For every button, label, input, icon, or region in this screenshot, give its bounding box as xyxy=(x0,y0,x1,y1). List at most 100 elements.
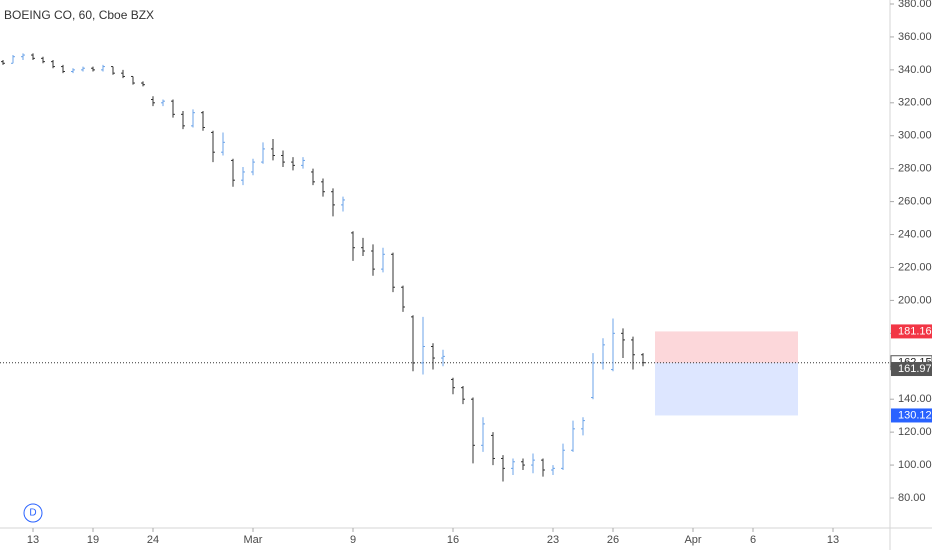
y-tick-label: 300.00 xyxy=(898,130,932,142)
ohlc-bar xyxy=(341,196,345,212)
ohlc-bar xyxy=(381,247,385,273)
ohlc-bar xyxy=(321,178,325,197)
event-marker xyxy=(23,503,43,523)
y-tick-label: 100.00 xyxy=(898,459,932,471)
x-tick-label: 6 xyxy=(750,534,756,546)
ohlc-bar xyxy=(601,338,605,370)
ohlc-bar xyxy=(421,316,425,375)
ohlc-bar xyxy=(81,66,85,72)
ohlc-bar xyxy=(291,157,295,171)
stop-label-box xyxy=(891,324,932,339)
x-tick-label: 9 xyxy=(350,534,356,546)
ohlc-bar xyxy=(171,99,175,118)
ohlc-bar xyxy=(551,465,555,475)
ohlc-bar xyxy=(221,132,225,156)
ohlc-bar xyxy=(31,53,35,60)
ohlc-bar xyxy=(161,99,165,107)
y-tick-label: 140.00 xyxy=(898,393,932,405)
ohlc-bar xyxy=(501,455,505,482)
bid-label-box xyxy=(891,362,932,377)
ohlc-bar xyxy=(71,68,75,74)
ohlc-bar xyxy=(571,420,575,452)
target-zone xyxy=(655,362,798,416)
ohlc-bar xyxy=(491,432,495,466)
y-tick-label: 360.00 xyxy=(898,31,932,43)
ohlc-bar xyxy=(631,336,635,370)
ohlc-bar xyxy=(121,69,125,79)
ohlc-bar xyxy=(391,252,395,293)
ohlc-bar xyxy=(261,142,265,164)
ohlc-bar xyxy=(581,417,585,436)
ohlc-bar xyxy=(531,453,535,474)
y-tick-label: 260.00 xyxy=(898,196,932,208)
ohlc-bar xyxy=(621,328,625,359)
target-label-box xyxy=(891,408,932,423)
event-marker-label: D xyxy=(29,508,36,519)
bid-label: 161.97 xyxy=(898,363,932,375)
target-label: 130.12 xyxy=(898,409,932,421)
chart-title: BOEING CO, 60, Cboe BZX xyxy=(4,8,154,22)
x-tick-label: 23 xyxy=(547,534,559,546)
ohlc-bar xyxy=(441,349,445,367)
x-tick-label: 13 xyxy=(27,534,39,546)
ohlc-bar xyxy=(371,244,375,276)
ohlc-bar xyxy=(151,96,155,107)
ohlc-bar xyxy=(351,231,355,261)
x-tick-label: 13 xyxy=(827,534,839,546)
ohlc-bar xyxy=(51,59,55,69)
ohlc-bar xyxy=(641,353,645,367)
ohlc-bar xyxy=(541,458,545,477)
y-tick-label: 220.00 xyxy=(898,261,932,273)
ohlc-bar xyxy=(521,458,525,471)
ohlc-bar xyxy=(301,157,305,169)
x-tick-label: Apr xyxy=(684,534,701,546)
ohlc-bar xyxy=(591,353,595,400)
ohlc-bar xyxy=(611,318,615,372)
ohlc-bar xyxy=(111,66,115,75)
ohlc-bar xyxy=(511,458,515,475)
y-tick-label: 80.00 xyxy=(898,492,926,504)
y-tick-label: 200.00 xyxy=(898,294,932,306)
ohlc-bar xyxy=(61,64,65,74)
ohlc-bar xyxy=(0,59,5,65)
ohlc-bar xyxy=(411,315,415,372)
y-tick-label: 320.00 xyxy=(898,97,932,109)
stop-label: 181.16 xyxy=(898,325,932,337)
ohlc-bar xyxy=(231,158,235,187)
ohlc-bar xyxy=(201,111,205,131)
ohlc-bar xyxy=(561,443,565,471)
y-tick-label: 340.00 xyxy=(898,64,932,76)
ohlc-bar xyxy=(401,285,405,312)
x-tick-label: Mar xyxy=(244,534,263,546)
ohlc-bar xyxy=(361,237,365,256)
ohlc-bar xyxy=(251,158,255,176)
ohlc-bar xyxy=(331,188,335,217)
y-tick-label: 280.00 xyxy=(898,163,932,175)
ohlc-bar xyxy=(271,139,275,161)
y-tick-label: 240.00 xyxy=(898,228,932,240)
x-tick-label: 16 xyxy=(447,534,459,546)
ohlc-bar xyxy=(211,130,215,163)
stop-zone xyxy=(655,331,798,363)
x-tick-label: 19 xyxy=(87,534,99,546)
ohlc-bar xyxy=(451,377,455,395)
ohlc-bar xyxy=(131,75,135,85)
x-tick-label: 26 xyxy=(607,534,619,546)
ohlc-bar xyxy=(101,64,105,72)
ohlc-bar xyxy=(311,168,315,186)
ohlc-bar xyxy=(481,417,485,452)
y-tick-label: 120.00 xyxy=(898,426,932,438)
ohlc-bar xyxy=(91,66,95,72)
ohlc-bar xyxy=(191,109,195,128)
x-tick-label: 24 xyxy=(147,534,159,546)
ohlc-bar xyxy=(21,53,25,60)
ohlc-bar xyxy=(181,111,185,130)
ohlc-bar xyxy=(281,150,285,168)
ohlc-bar xyxy=(41,56,45,64)
ohlc-bar xyxy=(241,167,245,186)
y-tick-label: 380.00 xyxy=(898,0,932,10)
ohlc-bar xyxy=(11,55,15,64)
ohlc-bar xyxy=(461,386,465,405)
